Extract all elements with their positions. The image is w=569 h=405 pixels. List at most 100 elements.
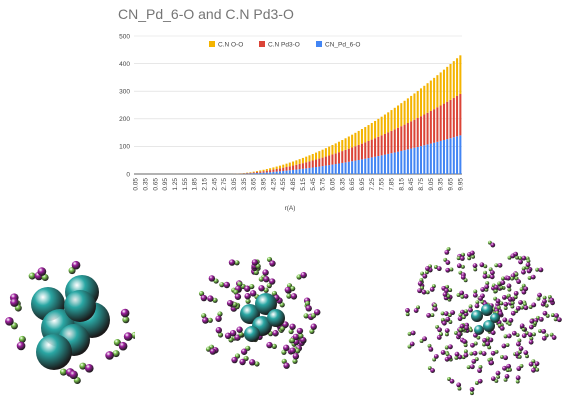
bar-c-n-pd3-o [295,164,298,170]
bar-c-n-pd3-o [341,151,344,163]
bar-c-n-o-o [315,152,318,160]
bar-cn-pd-6-o [452,137,455,174]
x-tick-label: 4.85 [290,178,297,191]
x-tick-label: 9.35 [438,178,445,191]
oxygen-atom [118,341,128,351]
oxygen-atom [538,267,544,273]
bar-c-n-o-o [449,64,452,100]
hydrogen-atom [205,346,212,352]
oxygen-atom [417,288,423,294]
palladium-atom [490,313,500,323]
bar-c-n-pd3-o [383,133,386,155]
bar-c-n-o-o [337,141,341,153]
hydrogen-atom [460,264,465,269]
hydrogen-atom [449,267,454,272]
oxygen-atom [538,316,544,322]
oxygen-atom [422,336,428,342]
oxygen-atom [477,368,483,374]
oxygen-atom [84,363,94,373]
bar-cn-pd-6-o [278,171,281,174]
hydrogen-atom [457,386,462,391]
palladium-atom [483,320,495,332]
oxygen-atom [472,350,478,356]
bar-c-n-o-o [400,103,403,127]
bar-c-n-o-o [416,90,419,118]
oxygen-atom [120,308,130,318]
palladium-atom [255,293,277,315]
medium-cluster-image [198,256,321,369]
hydrogen-atom [59,368,67,376]
bar-cn-pd-6-o [305,168,308,174]
hydrogen-atom [521,327,526,332]
hydrogen-atom [444,345,449,350]
bar-c-n-pd3-o [275,168,278,172]
oxygen-atom [234,293,242,300]
oxygen-atom [405,308,410,313]
oxygen-atom [490,330,496,336]
bar-c-n-o-o [308,155,311,162]
hydrogen-atom [266,283,272,289]
bar-c-n-o-o [374,120,377,139]
hydrogen-atom [514,272,519,277]
oxygen-atom [459,323,465,329]
oxygen-atom [459,290,465,296]
oxygen-atom [508,317,514,323]
oxygen-atom [463,352,469,358]
bar-c-n-pd3-o [249,172,252,174]
bar-cn-pd-6-o [429,143,432,174]
oxygen-atom [510,310,516,316]
bar-c-n-o-o [272,167,275,170]
bar-c-n-pd3-o [419,116,423,147]
bar-c-n-pd3-o [321,157,324,167]
oxygen-atom [228,259,236,266]
hydrogen-atom [456,293,461,297]
bar-c-n-o-o [406,98,409,123]
oxygen-atom [300,271,307,279]
x-tick-label: 4.25 [270,178,277,191]
oxygen-atom [516,341,521,347]
bar-c-n-o-o [282,164,285,168]
bar-c-n-o-o [433,77,436,110]
bar-c-n-pd3-o [436,107,439,142]
oxygen-atom [105,351,114,360]
stacked-bar-chart: 0 100 200 300 400 500 0.05 0.35 0.65 0.95 1.25 1.5… [119,33,464,212]
hydrogen-atom [533,321,538,326]
oxygen-atom [5,317,14,326]
bar-c-n-o-o [285,163,288,168]
hydrogen-atom [212,297,218,303]
oxygen-atom [489,360,495,366]
oxygen-atom [430,368,436,373]
hydrogen-atom [18,335,26,343]
oxygen-atom [283,362,290,369]
bar-c-n-pd3-o [397,127,400,152]
hydrogen-atom [419,278,424,282]
oxygen-atom [422,273,428,279]
oxygen-atom [541,335,547,341]
hydrogen-atom [253,269,259,276]
hydrogen-atom [433,265,438,269]
hydrogen-atom [249,283,255,290]
hydrogen-atom [439,332,443,337]
oxygen-atom [437,327,442,333]
legend-swatch [209,41,215,47]
oxygen-atom [433,354,439,359]
bar-cn-pd-6-o [347,161,350,174]
bar-cn-pd-6-o [295,169,298,174]
bar-c-n-o-o [459,55,462,94]
legend-item: CN_Pd_6-O [316,41,360,49]
bar-cn-pd-6-o [364,158,367,174]
oxygen-atom [289,323,296,330]
hydrogen-atom [425,290,430,295]
hydrogen-atom [424,270,429,275]
hydrogen-atom [517,338,522,343]
hydrogen-atom [446,247,451,251]
bar-c-n-o-o [383,114,386,134]
bar-cn-pd-6-o [380,155,383,174]
hydrogen-atom [217,332,224,338]
bar-c-n-pd3-o [433,109,436,143]
oxygen-atom [207,295,214,302]
oxygen-atom [436,266,442,272]
hydrogen-atom [515,255,520,260]
hydrogen-atom [517,350,522,355]
oxygen-atom [10,298,19,307]
